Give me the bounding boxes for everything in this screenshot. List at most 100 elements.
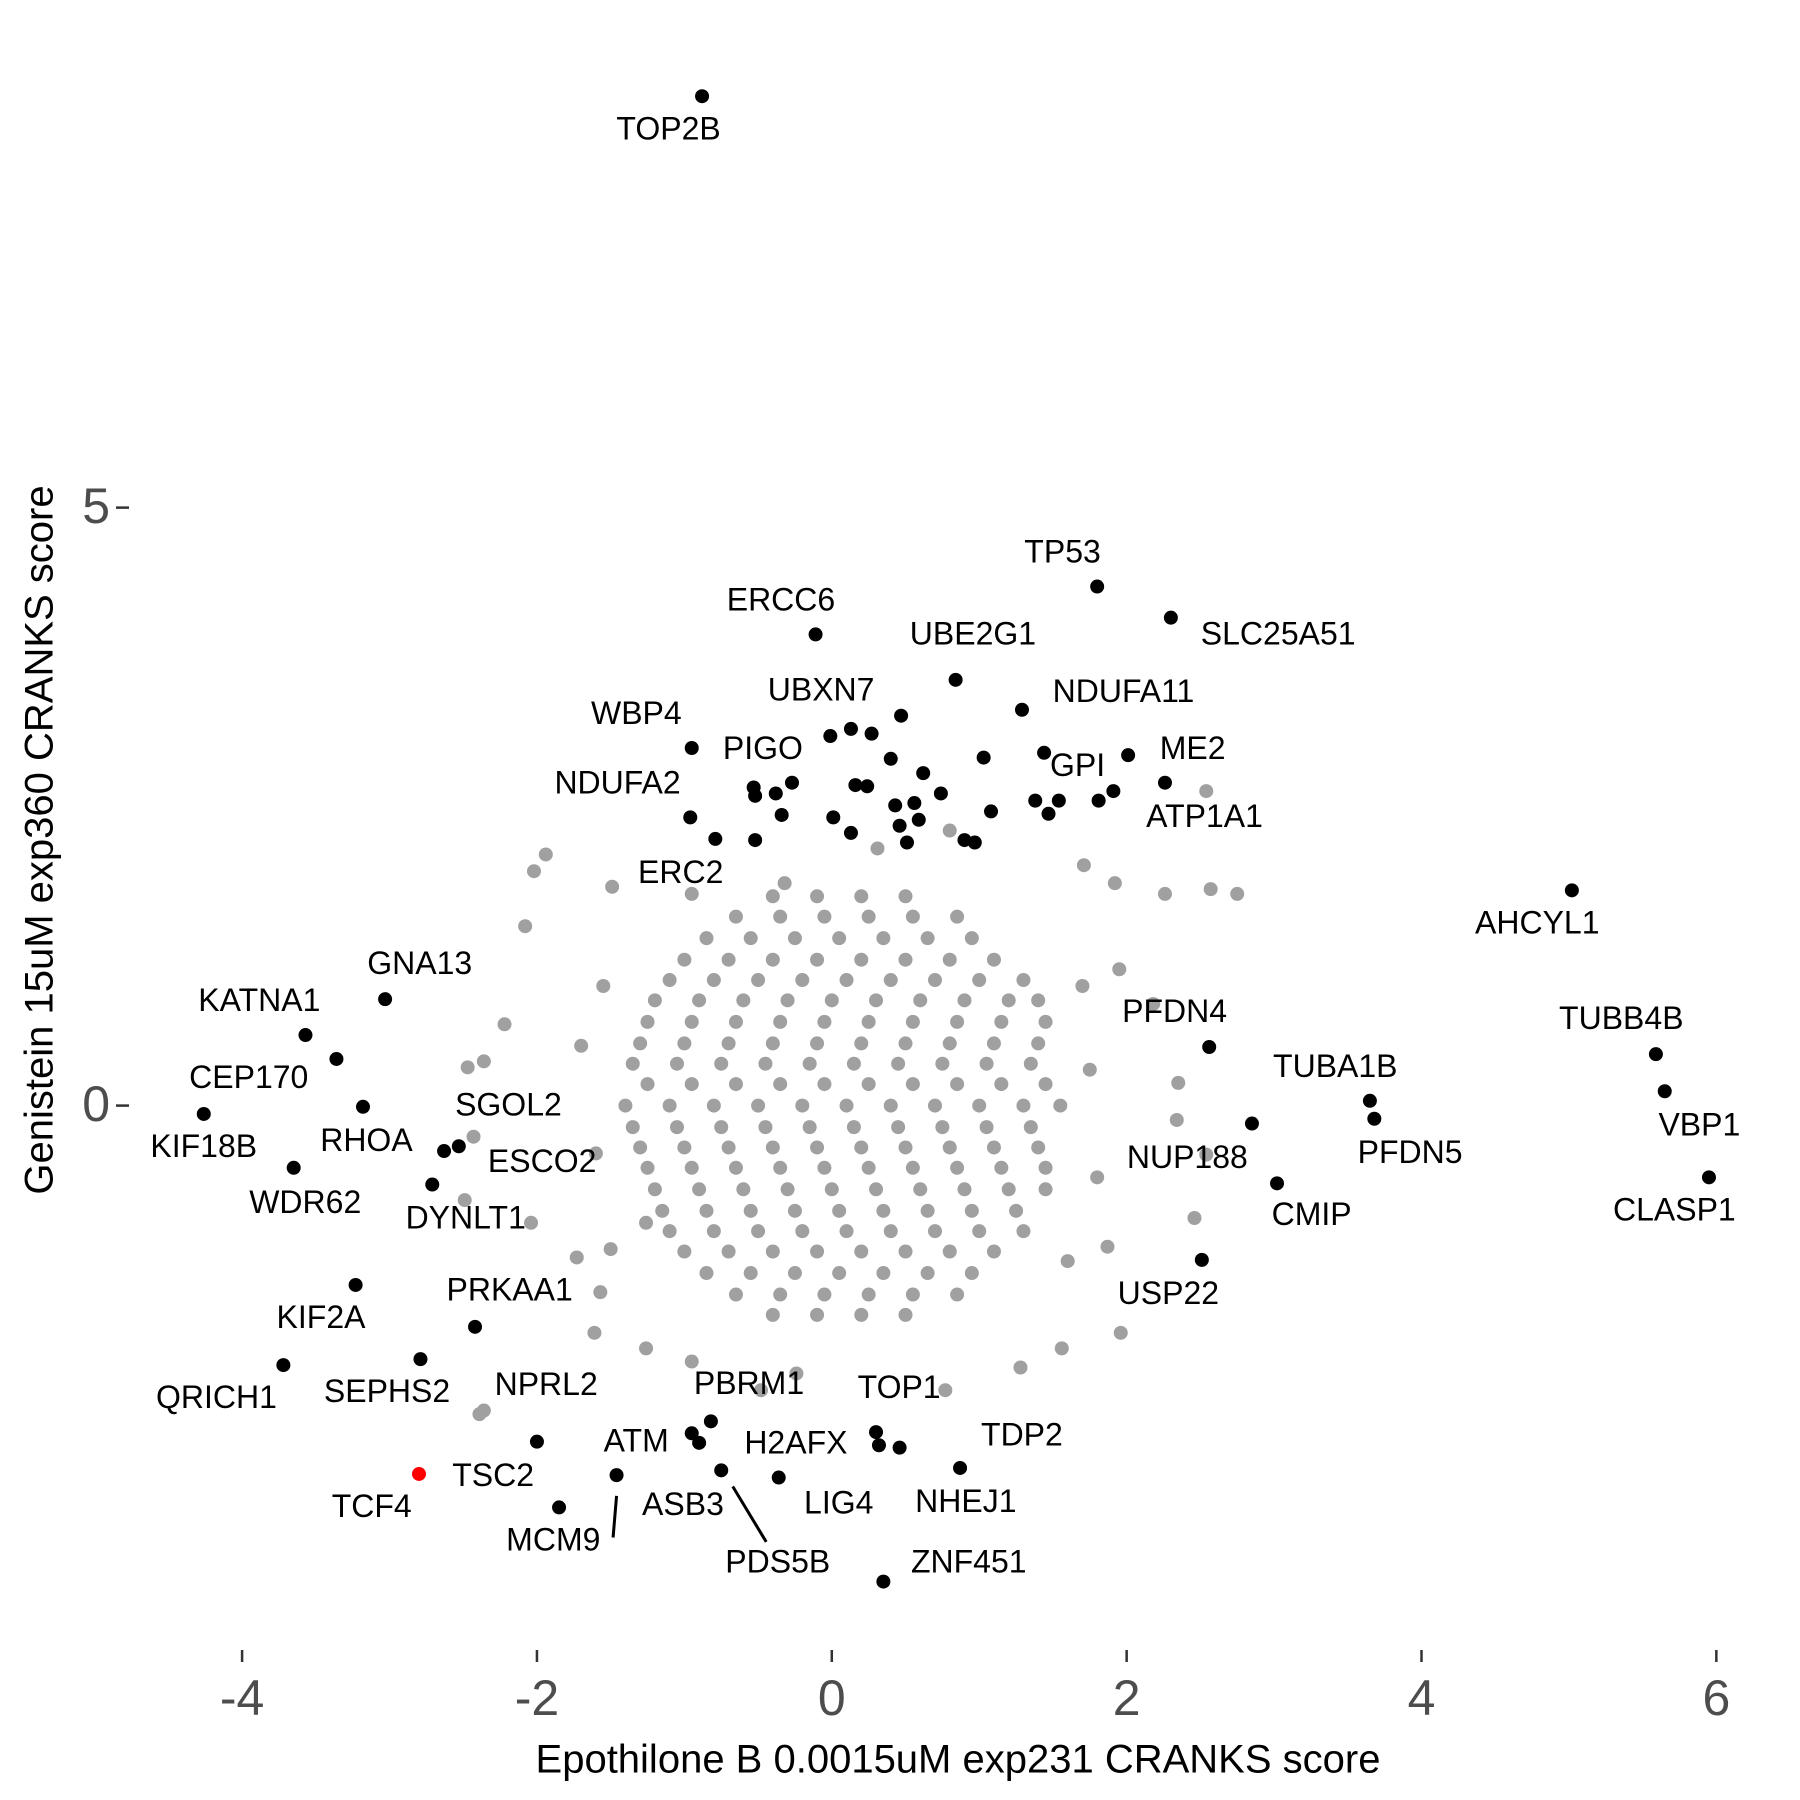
point	[810, 1307, 825, 1322]
point-label: AHCYL1	[1475, 904, 1600, 940]
point	[1187, 1211, 1202, 1226]
point	[569, 1250, 584, 1265]
y-axis-title: Genistein 15uM exp360 CRANKS score	[18, 485, 62, 1194]
point	[728, 1160, 743, 1175]
point	[898, 1140, 913, 1155]
point-label: NHEJ1	[915, 1483, 1016, 1519]
point	[677, 952, 692, 967]
point	[588, 1146, 603, 1161]
point	[964, 1203, 979, 1218]
point	[662, 1098, 677, 1113]
point	[574, 1038, 589, 1053]
point	[748, 788, 763, 803]
point	[948, 672, 963, 687]
point	[898, 952, 913, 967]
point	[692, 1182, 707, 1197]
point	[994, 1077, 1009, 1092]
point	[476, 1403, 491, 1418]
point	[706, 1098, 721, 1113]
point	[938, 1383, 953, 1398]
point-label: ASB3	[642, 1486, 724, 1522]
x-tick-label: 0	[818, 1670, 846, 1726]
point	[979, 1056, 994, 1071]
point	[1001, 1182, 1016, 1197]
point	[1100, 1239, 1115, 1254]
point	[780, 1182, 795, 1197]
point-label: CEP170	[189, 1059, 308, 1095]
point	[625, 1120, 640, 1135]
point	[854, 952, 869, 967]
point	[684, 1077, 699, 1092]
point	[950, 1160, 965, 1175]
point-label: SLC25A51	[1201, 616, 1356, 652]
point-label: UBXN7	[768, 672, 875, 708]
point	[1038, 1182, 1053, 1197]
point	[640, 1077, 655, 1092]
point	[839, 1224, 854, 1239]
point	[832, 931, 847, 946]
point	[639, 1341, 654, 1356]
x-tick-label: -4	[220, 1670, 264, 1726]
point	[920, 931, 935, 946]
point	[957, 993, 972, 1008]
point	[942, 1036, 957, 1051]
point	[684, 1014, 699, 1029]
point	[1031, 1036, 1046, 1051]
point-label: RHOA	[320, 1122, 413, 1158]
point	[1163, 610, 1178, 625]
point	[871, 1438, 886, 1453]
point	[768, 786, 783, 801]
point	[789, 1366, 804, 1381]
x-tick-label: 4	[1408, 1670, 1436, 1726]
point	[1367, 1111, 1382, 1126]
point	[950, 1287, 965, 1302]
point	[911, 812, 926, 827]
point-label: TP53	[1024, 534, 1100, 570]
point-label: PBRM1	[694, 1365, 804, 1401]
point	[898, 1036, 913, 1051]
point	[587, 1325, 602, 1340]
point	[1075, 979, 1090, 994]
point-label: TOP1	[858, 1369, 941, 1405]
point	[984, 804, 999, 819]
point	[986, 1140, 1001, 1155]
point	[773, 1287, 788, 1302]
point	[625, 1056, 640, 1071]
point-label: KIF18B	[150, 1128, 257, 1164]
point	[640, 1014, 655, 1029]
point	[860, 779, 875, 794]
point	[298, 1028, 313, 1043]
point	[1648, 1047, 1663, 1062]
point	[839, 973, 854, 988]
point	[457, 1193, 472, 1208]
point	[905, 1014, 920, 1029]
point	[593, 1285, 608, 1300]
point	[942, 1244, 957, 1259]
point-label: SEPHS2	[324, 1373, 450, 1409]
point-label: USP22	[1118, 1275, 1219, 1311]
point	[714, 1463, 729, 1478]
point	[810, 889, 825, 904]
point-label: CMIP	[1272, 1196, 1352, 1232]
point	[1171, 1075, 1186, 1090]
point	[684, 741, 699, 756]
point	[1038, 1014, 1053, 1029]
point	[706, 973, 721, 988]
point	[1037, 745, 1052, 760]
point	[927, 1224, 942, 1239]
point	[196, 1106, 211, 1121]
point	[905, 1077, 920, 1092]
point	[817, 1014, 832, 1029]
point	[677, 1244, 692, 1259]
point	[1106, 784, 1121, 799]
point	[748, 833, 763, 848]
point	[497, 1017, 512, 1032]
point	[891, 1120, 906, 1135]
point-label: TUBB4B	[1559, 1000, 1683, 1036]
point	[728, 1077, 743, 1092]
point-label: GPI	[1050, 747, 1105, 783]
point	[899, 835, 914, 850]
point	[662, 1224, 677, 1239]
point	[276, 1358, 291, 1373]
point	[773, 909, 788, 924]
